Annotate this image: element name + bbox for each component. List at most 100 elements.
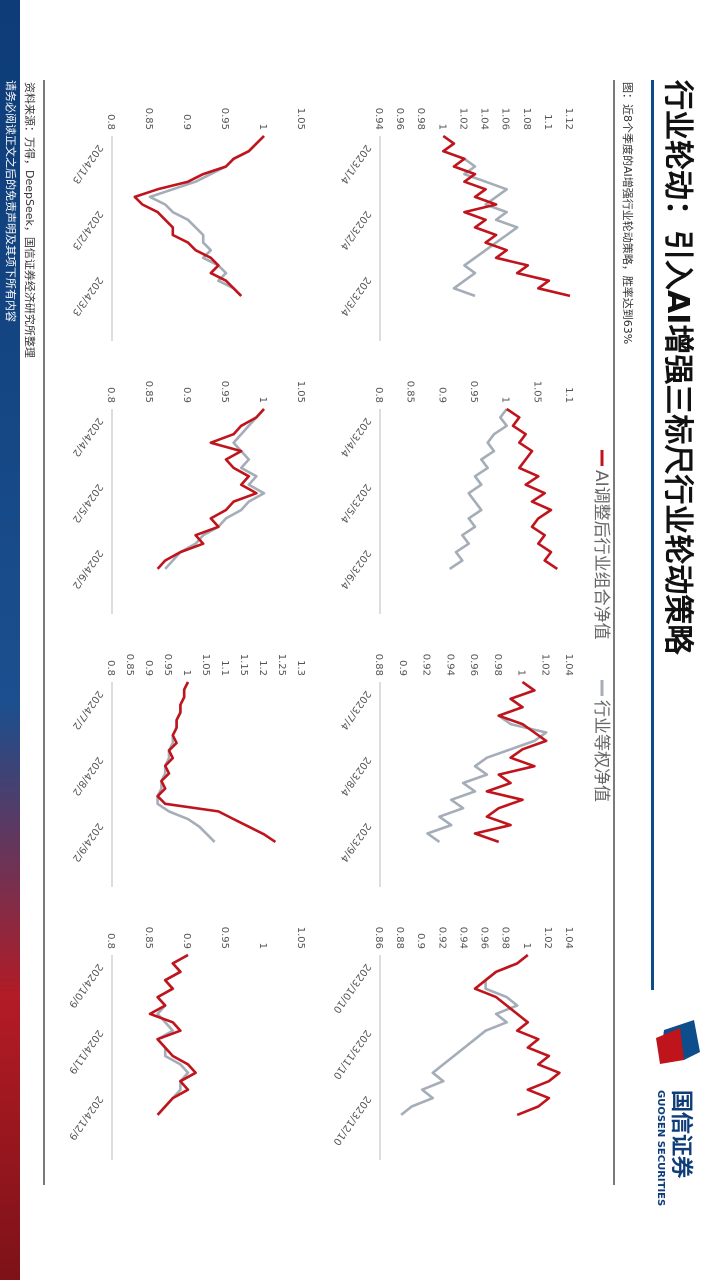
- y-tick-label: 1.02: [542, 927, 553, 949]
- side-banner: [0, 0, 20, 1280]
- y-tick-label: 0.86: [373, 927, 384, 949]
- y-tick-label: 0.94: [457, 927, 468, 949]
- y-tick-label: 0.8: [105, 933, 116, 949]
- x-tick-label: 2023/1/4: [338, 142, 373, 185]
- chart-4: 0.86 0.88 0.9 0.92 0.94 0.96 0.98 1 1.02 1.04 2023…: [330, 927, 574, 1160]
- y-tick-label: 0.94: [444, 654, 455, 676]
- x-tick-label: 2024/2/3: [70, 208, 105, 251]
- y-tick-label: 0.96: [468, 654, 479, 676]
- y-tick-label: 1.04: [563, 654, 574, 676]
- y-tick-label: 0.9: [397, 660, 408, 676]
- title-underline: [651, 80, 654, 990]
- y-tick-label: 0.98: [492, 654, 503, 676]
- y-tick-label: 1: [516, 670, 527, 676]
- series-line-equal: [400, 953, 529, 1116]
- series-line-equal: [148, 135, 265, 297]
- rotated-slide: 行业轮动：引入AI增强三标尺行业轮动策略 国信证券 GUOSEN SECURIT…: [23, 79, 700, 1206]
- x-tick-label: 2023/8/4: [338, 754, 373, 797]
- page-title: 行业轮动：引入AI增强三标尺行业轮动策略: [660, 79, 695, 655]
- y-tick-label: 1.02: [539, 654, 550, 676]
- x-tick-label: 2023/5/4: [338, 481, 373, 524]
- y-tick-label: 0.85: [143, 381, 154, 403]
- y-tick-label: 0.9: [415, 933, 426, 949]
- guosen-logo: 国信证券 GUOSEN SECURITIES: [655, 1020, 700, 1206]
- y-tick-label: 0.85: [124, 654, 135, 676]
- chart-3: 0.88 0.9 0.92 0.94 0.96 0.98 1 1.02 1.04 2023/7/4…: [338, 654, 574, 887]
- chart-7: 0.8 0.85 0.9 0.95 1 1.05 1.1 1.15 1.2 1.25 1.3 2024…: [70, 654, 306, 887]
- y-tick-label: 1.1: [563, 387, 574, 403]
- y-tick-label: 0.96: [479, 927, 490, 949]
- x-tick-label: 2024/9/2: [70, 821, 105, 864]
- y-tick-label: 1.08: [521, 108, 532, 130]
- series-line-equal: [164, 408, 266, 570]
- x-tick-label: 2023/2/4: [338, 208, 373, 251]
- series-line-equal: [448, 408, 508, 570]
- x-tick-label: 2024/3/3: [70, 275, 105, 318]
- series-line-ai: [156, 408, 265, 570]
- chart-1: 0.94 0.96 0.98 1 1.02 1.04 1.06 1.08 1.1 1.12 2023…: [338, 108, 574, 341]
- y-tick-label: 0.88: [394, 927, 405, 949]
- chart-2: 0.8 0.85 0.9 0.95 1 1.05 1.1 2023/4/4 2023/5/4 20…: [338, 381, 574, 614]
- x-tick-label: 2024/4/2: [70, 415, 105, 458]
- y-tick-label: 0.9: [181, 387, 192, 403]
- y-tick-label: 1: [500, 397, 511, 403]
- y-tick-label: 1.12: [563, 108, 574, 130]
- y-tick-label: 0.92: [421, 654, 432, 676]
- y-tick-label: 0.8: [105, 114, 116, 130]
- x-tick-label: 2023/4/4: [338, 415, 373, 458]
- source-note: 资料来源：万得，DeepSeek，国信证券经济研究所整理: [23, 82, 37, 358]
- y-tick-label: 0.98: [415, 108, 426, 130]
- series-line-ai: [473, 680, 548, 844]
- y-tick-label: 1.05: [200, 654, 211, 676]
- y-tick-label: 1: [257, 124, 268, 130]
- y-tick-label: 1.3: [295, 660, 306, 676]
- x-tick-label: 2023/11/10: [330, 1027, 372, 1081]
- chart-8: 0.8 0.85 0.9 0.95 1 1.05 2024/10/9 2024/11/9 202…: [66, 927, 306, 1160]
- y-tick-label: 0.85: [405, 381, 416, 403]
- y-tick-label: 1.1: [542, 114, 553, 130]
- x-tick-label: 2023/6/4: [338, 548, 373, 591]
- y-tick-label: 0.8: [373, 387, 384, 403]
- side-banner-text: 请务必阅读正文之后的免责声明及其项下所有内容: [4, 80, 18, 322]
- x-tick-label: 2024/1/3: [70, 142, 105, 185]
- y-tick-label: 1.02: [457, 108, 468, 130]
- y-tick-label: 0.92: [436, 927, 447, 949]
- series-line-ai: [473, 953, 561, 1117]
- logo-brand-cn: 国信证券: [668, 1090, 694, 1179]
- charts-grid: 0.94 0.96 0.98 1 1.02 1.04 1.06 1.08 1.1 1.12 2023…: [66, 108, 574, 1160]
- y-tick-label: 1: [521, 943, 532, 949]
- y-tick-label: 1.1: [219, 660, 230, 676]
- y-tick-label: 0.96: [394, 108, 405, 130]
- legend-label-equal: 行业等权净值: [591, 700, 611, 802]
- x-tick-label: 2024/10/9: [66, 961, 104, 1009]
- y-tick-label: 1.06: [500, 108, 511, 130]
- x-tick-label: 2023/3/4: [338, 275, 373, 318]
- series-line-ai: [133, 135, 265, 297]
- y-tick-label: 0.95: [219, 108, 230, 130]
- y-tick-label: 1.2: [257, 660, 268, 676]
- y-tick-label: 0.85: [143, 108, 154, 130]
- x-tick-label: 2024/12/9: [66, 1094, 104, 1142]
- x-tick-label: 2023/10/10: [330, 961, 372, 1015]
- y-tick-label: 1.05: [295, 381, 306, 403]
- chart-5: 0.8 0.85 0.9 0.95 1 1.05 2024/1/3 2024/2/3 2024/…: [70, 108, 306, 341]
- logo-mark-red-icon: [656, 1028, 684, 1064]
- y-tick-label: 1.05: [531, 381, 542, 403]
- y-tick-label: 0.85: [143, 927, 154, 949]
- x-tick-label: 2023/12/10: [330, 1094, 372, 1148]
- y-tick-label: 1.04: [563, 927, 574, 949]
- y-tick-label: 0.95: [219, 381, 230, 403]
- series-line-equal: [442, 134, 519, 298]
- y-tick-label: 0.9: [181, 114, 192, 130]
- series-line-ai: [442, 134, 571, 298]
- series-line-ai: [505, 407, 559, 570]
- y-tick-label: 0.95: [162, 654, 173, 676]
- y-tick-label: 0.95: [219, 927, 230, 949]
- y-tick-label: 0.98: [500, 927, 511, 949]
- y-tick-label: 1: [181, 670, 192, 676]
- x-tick-label: 2024/11/9: [66, 1027, 104, 1075]
- legend: AI调整后行业组合净值 行业等权净值: [591, 450, 611, 802]
- series-line-ai: [148, 953, 197, 1116]
- series-line-ai: [156, 681, 277, 843]
